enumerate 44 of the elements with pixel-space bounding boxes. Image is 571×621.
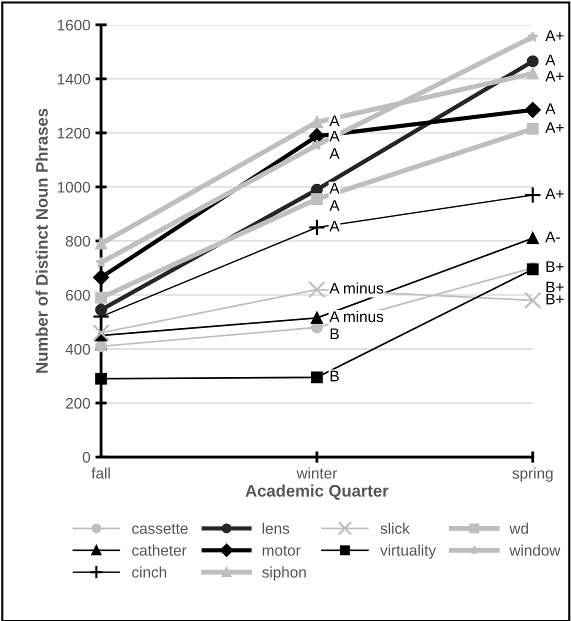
y-tick-label: 200 (66, 398, 90, 409)
legend-label: catheter (132, 544, 186, 556)
data-label: A (329, 200, 340, 211)
y-tick-label: 600 (66, 290, 90, 301)
legend-label: virtuality (380, 544, 436, 559)
legend-label: siphon (262, 566, 306, 581)
y-tick-label: 1200 (58, 128, 90, 139)
x-tick-label: winter (296, 467, 338, 479)
y-tick-label: 1000 (58, 182, 90, 193)
data-label: A minus (329, 310, 384, 322)
data-label: B+ (546, 261, 564, 272)
y-tick-label: 400 (66, 344, 90, 355)
data-label: A+ (545, 188, 564, 199)
data-label: A (545, 103, 556, 114)
y-tick-label: 1600 (58, 20, 90, 31)
y-axis-title: Number of Distinct Noun Phrases (36, 108, 48, 373)
data-label: B+ (546, 282, 564, 292)
data-label: A (329, 116, 340, 126)
legend-label: cinch (132, 566, 166, 578)
data-label: A (329, 130, 340, 142)
legend-label: window (509, 544, 560, 556)
legend-label: wd (509, 522, 528, 534)
x-tick-label: spring (512, 467, 553, 482)
legend-label: lens (262, 522, 290, 534)
legend-label: cassette (132, 524, 188, 534)
data-label: A (329, 148, 340, 159)
data-label: A+ (545, 70, 564, 82)
data-label: A (329, 220, 340, 232)
data-label: A (545, 54, 556, 66)
x-axis-title: Academic Quarter (246, 484, 388, 500)
y-tick-label: 800 (66, 236, 90, 247)
x-tick-label: fall (92, 467, 110, 479)
y-tick-label: 0 (82, 452, 90, 463)
y-tick-label: 1400 (58, 74, 90, 85)
data-label: A minus (329, 282, 384, 294)
data-label: B (330, 370, 339, 382)
data-label: B (330, 328, 339, 340)
legend-label: motor (262, 546, 301, 556)
data-label: A+ (545, 30, 564, 41)
legend-label: slick (380, 522, 410, 534)
data-label: A+ (545, 122, 564, 133)
data-label: A- (545, 232, 560, 242)
data-label: B+ (546, 294, 564, 304)
data-label: A (329, 183, 340, 194)
